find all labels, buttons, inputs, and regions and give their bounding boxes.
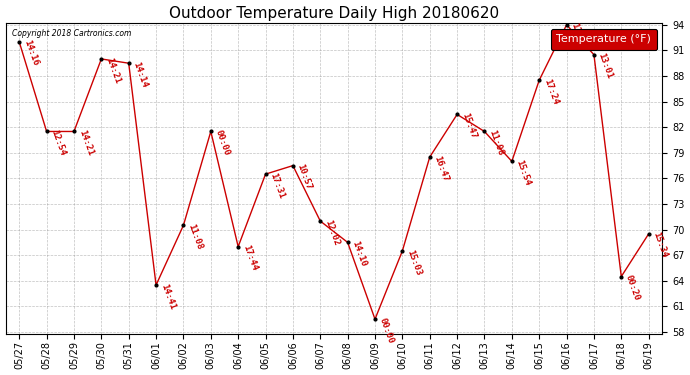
Text: Copyright 2018 Cartronics.com: Copyright 2018 Cartronics.com [12, 29, 132, 38]
Text: 16:47: 16:47 [433, 154, 450, 183]
Text: 14:14: 14:14 [132, 60, 149, 89]
Text: 15:34: 15:34 [651, 231, 669, 260]
Text: 14:41: 14:41 [159, 282, 177, 310]
Text: 14:21: 14:21 [77, 129, 95, 157]
Text: 10:57: 10:57 [296, 163, 313, 191]
Text: 12:02: 12:02 [323, 218, 341, 247]
Text: 17:31: 17:31 [268, 171, 286, 200]
Title: Outdoor Temperature Daily High 20180620: Outdoor Temperature Daily High 20180620 [169, 6, 499, 21]
Text: 11:08: 11:08 [487, 129, 505, 157]
Text: 17:24: 17:24 [542, 78, 560, 106]
Text: 00:00: 00:00 [378, 316, 395, 345]
Text: 12:54: 12:54 [50, 129, 67, 157]
Text: 11:08: 11:08 [186, 222, 204, 251]
Text: 15:03: 15:03 [405, 248, 423, 276]
Text: 14:10: 14:10 [351, 240, 368, 268]
Text: 15:47: 15:47 [460, 112, 477, 140]
Text: 15:54: 15:54 [515, 159, 532, 187]
Legend: Temperature (°F): Temperature (°F) [551, 28, 657, 50]
Text: 00:00: 00:00 [214, 129, 231, 157]
Text: 13:01: 13:01 [597, 52, 614, 80]
Text: 14:16: 14:16 [22, 39, 39, 68]
Text: 14:21: 14:21 [104, 56, 121, 84]
Text: 13:01: 13:01 [569, 22, 587, 50]
Text: 17:44: 17:44 [241, 244, 259, 272]
Text: 00:20: 00:20 [624, 274, 642, 302]
